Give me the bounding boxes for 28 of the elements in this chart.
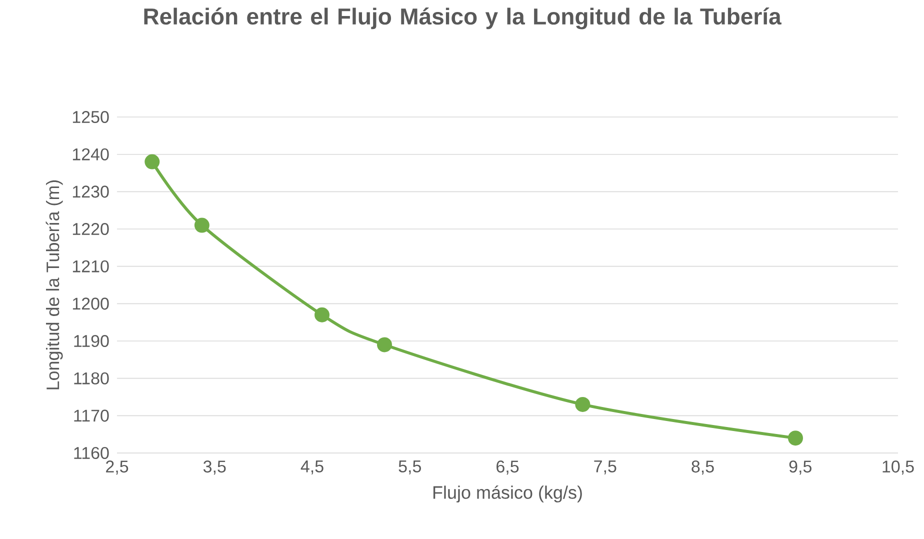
y-tick-label: 1180: [74, 372, 109, 384]
x-tick-label: 3,5: [203, 460, 226, 475]
point: [788, 430, 803, 446]
y-tick-label: 1190: [74, 334, 109, 348]
x-tick-label: 5,5: [398, 460, 421, 474]
y-tick-label: 1210: [72, 260, 109, 272]
x-tick-label: 7,5: [594, 460, 616, 474]
y-axis-title: Longitud de la Tubería (m): [46, 180, 63, 390]
chart-title: Relación entre el Flujo Másico y la Longitud de la Tubería: [144, 8, 782, 30]
x-tick-label: 6,5: [496, 460, 519, 475]
point: [144, 154, 160, 170]
y-tick-label: 1240: [72, 148, 109, 160]
x-tick-label: 2,5: [106, 460, 128, 475]
point: [376, 337, 392, 352]
y-tick-label: 1200: [72, 298, 109, 310]
y-tick-label: 1220: [72, 222, 109, 236]
x-axis-title: Flujo másico (kg/s): [433, 485, 582, 502]
point: [314, 307, 330, 322]
y-tick-label: 1170: [74, 410, 109, 422]
point: [575, 396, 590, 412]
x-tick-label: 4,5: [300, 460, 324, 474]
x-tick-label: 8,5: [692, 460, 714, 475]
point: [194, 218, 210, 233]
y-tick-label: 1250: [72, 110, 109, 124]
y-tick-label: 1160: [74, 446, 109, 460]
y-tick-label: 1230: [72, 186, 109, 198]
x-tick-label: 9,5: [789, 460, 812, 475]
x-tick-label: 10,5: [882, 460, 914, 475]
